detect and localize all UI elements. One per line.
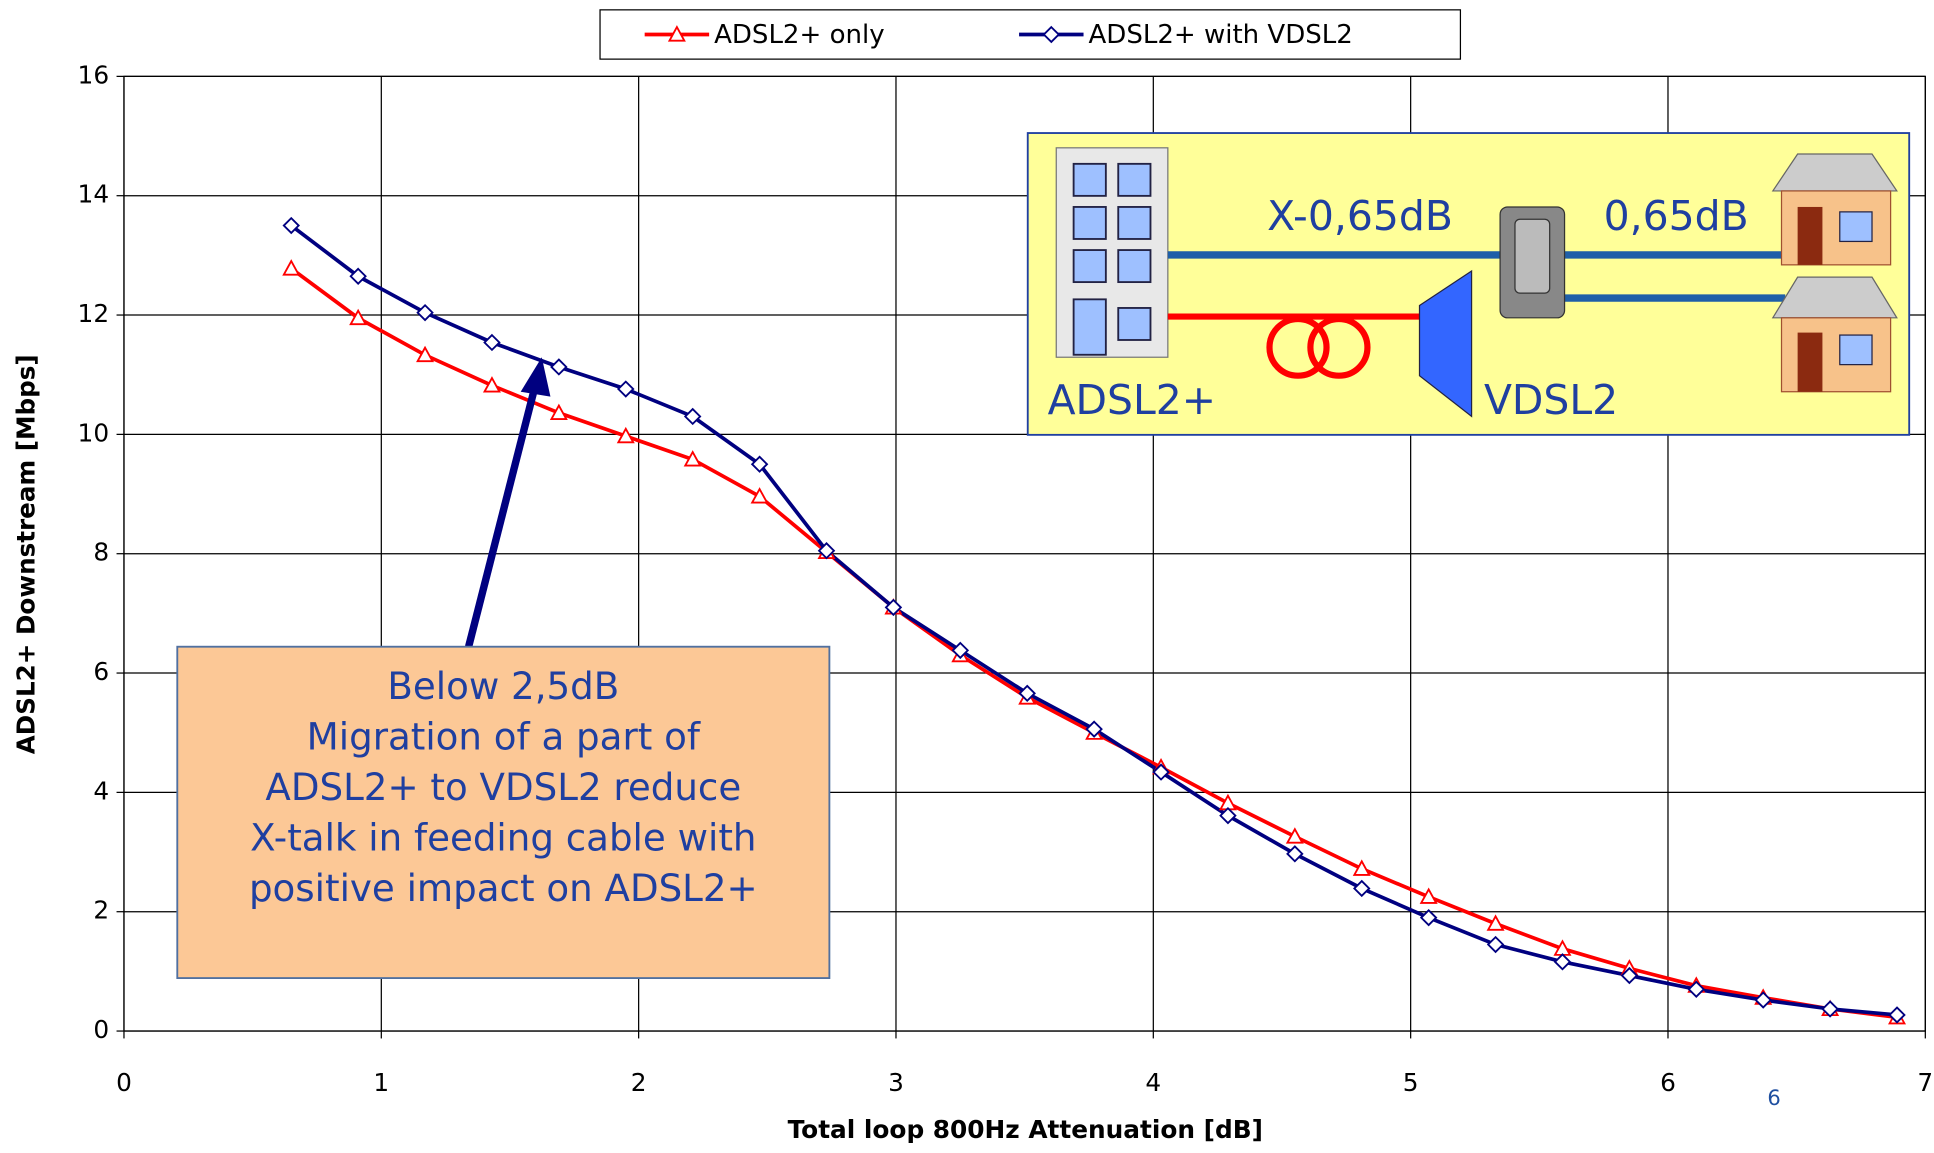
marker <box>1353 879 1371 898</box>
plot <box>282 216 1907 1025</box>
marker <box>750 487 769 504</box>
cabinet-door <box>1514 218 1551 294</box>
vdsl-node <box>1418 269 1473 418</box>
marker <box>616 426 635 444</box>
y-tick-label: 4 <box>93 776 109 805</box>
marker <box>1352 859 1371 876</box>
marker <box>282 259 301 276</box>
marker <box>1286 845 1304 863</box>
marker <box>1687 980 1706 998</box>
fiber-coil <box>1266 315 1330 379</box>
marker <box>1018 684 1036 703</box>
fiber-coil <box>1307 315 1371 379</box>
plot-frame <box>123 75 1926 1032</box>
marker <box>1085 720 1103 738</box>
inset-label: VDSL2 <box>1484 376 1618 424</box>
marker <box>349 267 367 285</box>
marker <box>951 641 970 660</box>
marker <box>750 455 769 473</box>
inset-diagram: X-0,65dB 0,65dB ADSL2+ VDSL2 <box>1026 132 1911 436</box>
callout: Below 2,5dB Migration of a part of ADSL2+ … <box>176 645 831 980</box>
arrow-shaft <box>465 383 540 648</box>
x-tick-label: 2 <box>631 1068 647 1097</box>
marker <box>1419 887 1438 904</box>
marker <box>349 308 368 326</box>
marker <box>817 542 836 560</box>
marker <box>683 450 702 467</box>
marker <box>1486 935 1505 954</box>
x-tick-label: 4 <box>1145 1068 1161 1097</box>
y-tick-label: 0 <box>93 1015 109 1044</box>
x-axis-title: Total loop 800Hz Attenuation [dB] <box>788 1115 1263 1144</box>
x-tick-label: 3 <box>888 1068 904 1097</box>
arrow-head <box>520 357 551 397</box>
y-axis-title: ADSL2+ Downstream [Mbps] <box>11 354 40 754</box>
legend-label: ADSL2+ only <box>714 20 885 50</box>
marker <box>683 407 702 426</box>
marker <box>416 345 435 363</box>
callout-line: X-talk in feeding cable with <box>250 817 756 860</box>
legend: ADSL2+ only ADSL2+ with VDSL2 <box>599 9 1462 60</box>
inset-label: X-0,65dB <box>1267 192 1453 240</box>
marker <box>1219 806 1237 825</box>
callout-line: ADSL2+ to VDSL2 reduce <box>265 766 741 809</box>
marker <box>483 333 501 352</box>
marker <box>1285 827 1304 844</box>
inset-label: 0,65dB <box>1604 192 1749 240</box>
y-tick-label: 14 <box>78 180 110 209</box>
house <box>1771 276 1898 393</box>
page-number: 6 <box>1767 1086 1780 1110</box>
marker <box>667 25 686 42</box>
inset-label: ADSL2+ <box>1048 376 1217 424</box>
marker <box>482 376 501 393</box>
y-tick-label: 16 <box>78 60 110 89</box>
marker <box>1620 966 1639 985</box>
y-tick-label: 2 <box>93 896 109 925</box>
callout-box <box>176 645 831 980</box>
marker <box>617 380 635 398</box>
callout-line: positive impact on ADSL2+ <box>249 867 758 910</box>
house <box>1771 153 1898 266</box>
marker <box>549 403 568 420</box>
marker <box>1553 953 1572 971</box>
x-tick-label: 5 <box>1403 1068 1419 1097</box>
y-tick-label: 10 <box>78 418 110 447</box>
y-tick-label: 12 <box>78 299 110 328</box>
marker <box>1152 763 1170 781</box>
x-tick-label: 6 <box>1660 1068 1676 1097</box>
marker <box>1042 25 1061 44</box>
building-windows <box>1072 162 1152 356</box>
y-tick-label: 6 <box>93 657 109 686</box>
callout-line: Below 2,5dB <box>387 665 619 708</box>
marker <box>884 598 903 617</box>
legend-label: ADSL2+ with VDSL2 <box>1088 20 1352 50</box>
marker <box>1821 1000 1839 1018</box>
x-tick-label: 0 <box>116 1068 132 1097</box>
marker <box>1888 1006 1906 1024</box>
callout-text: Below 2,5dB Migration of a part of ADSL2+ … <box>249 665 758 910</box>
marker <box>1419 908 1438 927</box>
x-tick-label: 1 <box>373 1068 389 1097</box>
callout-line: Migration of a part of <box>307 716 701 759</box>
marker <box>1486 914 1505 931</box>
marker <box>550 358 568 376</box>
marker <box>282 216 300 235</box>
marker <box>416 303 434 322</box>
marker <box>1754 991 1772 1009</box>
y-tick-label: 8 <box>93 538 109 567</box>
x-tick-label: 7 <box>1917 1068 1933 1097</box>
